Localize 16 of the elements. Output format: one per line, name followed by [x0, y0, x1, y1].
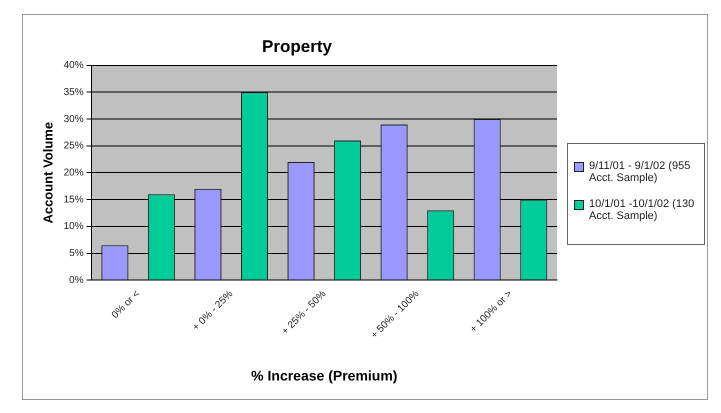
x-tick-label: 0% or < — [110, 288, 142, 321]
y-tick-label: 40% — [64, 60, 84, 72]
x-tick-label: + 0% - 25% — [190, 288, 236, 334]
y-tick-label: 25% — [64, 140, 84, 152]
chart-title: Property — [262, 36, 332, 56]
y-tick-label: 10% — [64, 221, 84, 232]
y-axis-title: Account Volume — [40, 122, 56, 224]
y-tick-label: 15% — [64, 194, 84, 206]
y-tick-label: 0% — [69, 274, 84, 286]
x-axis-title: % Increase (Premium) — [251, 367, 398, 384]
y-tick-label: 5% — [69, 248, 84, 260]
y-tick-label: 35% — [64, 86, 84, 98]
legend-label: 10/1/01 -10/1/02 (130 Acct. Sample) — [589, 198, 696, 222]
legend-label: 9/11/01 - 9/1/02 (955 Acct. Sample) — [589, 160, 692, 184]
y-tick-label: 20% — [64, 168, 84, 178]
y-tick-label: 30% — [64, 114, 84, 125]
